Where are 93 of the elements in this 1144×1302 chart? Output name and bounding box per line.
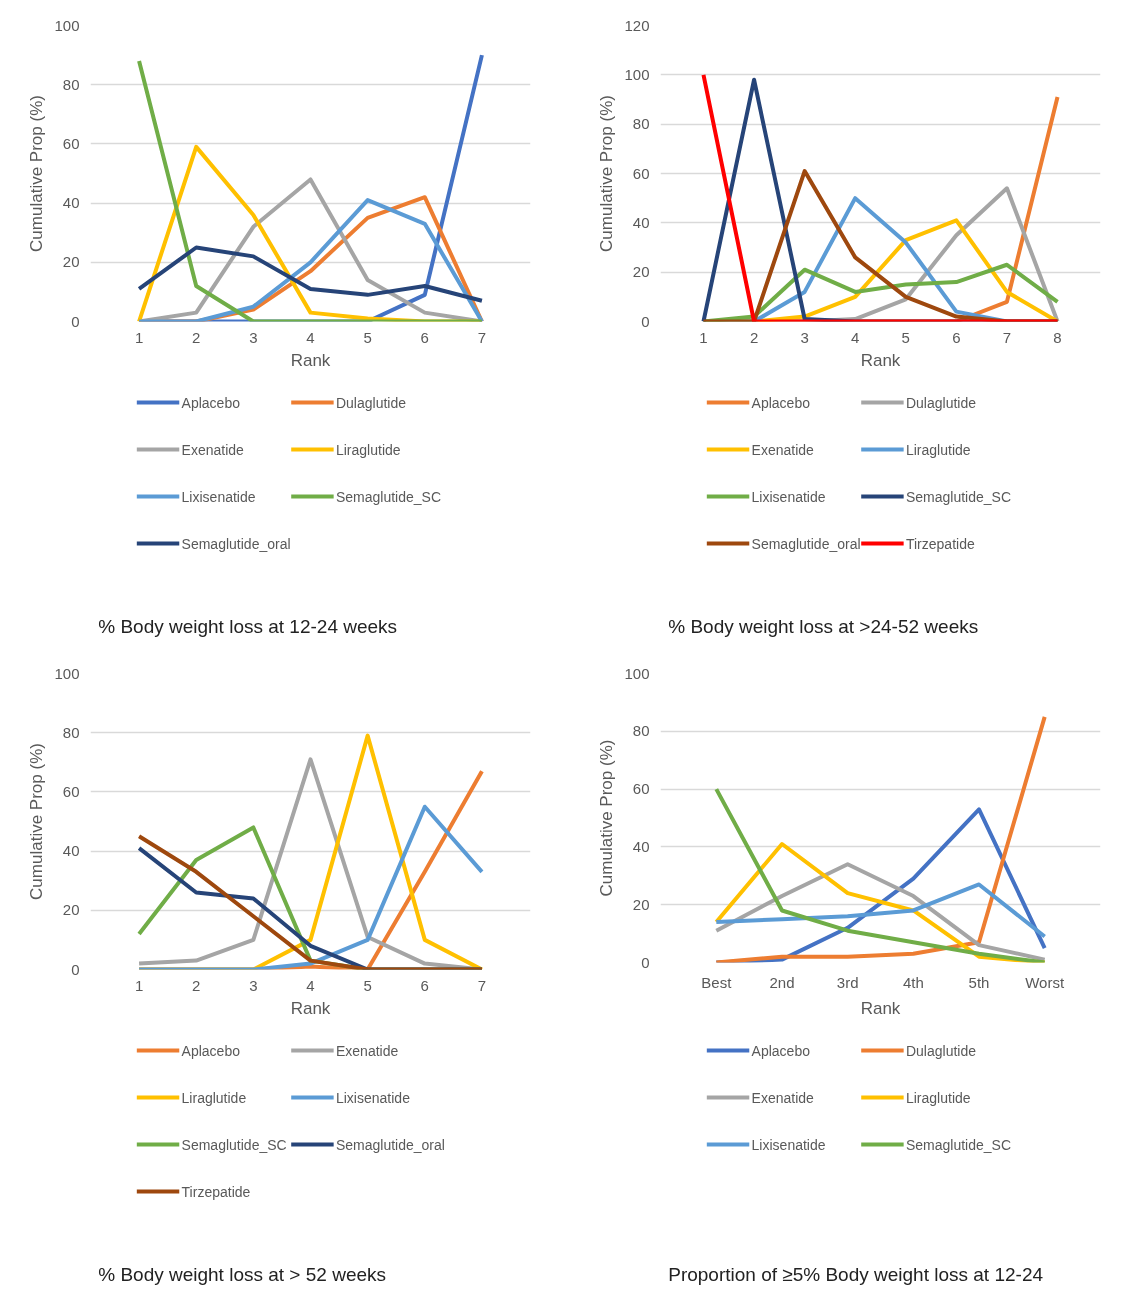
y-tick-label: 40 [632, 213, 650, 231]
legend-label: Exenatide [335, 1042, 399, 1059]
legend-label: Semaglutide_SC [905, 1136, 1012, 1153]
x-axis-title: Rank [860, 998, 901, 1018]
y-axis-title: Cumulative Prop (%) [597, 95, 617, 252]
y-tick-label: 120 [624, 16, 650, 34]
y-axis-title: Cumulative Prop (%) [597, 739, 617, 897]
x-tick-label: 3 [249, 976, 258, 994]
y-tick-label: 40 [62, 842, 80, 860]
legend-label: Liraglutide [905, 441, 971, 458]
legend-label: Exenatide [751, 1089, 815, 1106]
legend-label: Aplacebo [181, 1042, 241, 1059]
y-tick-label: 60 [632, 164, 650, 182]
x-tick-label: 2nd [769, 973, 795, 991]
legend-label: Dulaglutide [905, 1042, 977, 1059]
y-tick-label: 60 [632, 780, 650, 798]
legend-label: Exenatide [181, 441, 245, 458]
legend-label: Dulaglutide [335, 394, 407, 411]
y-tick-label: 100 [624, 65, 650, 83]
y-tick-label: 100 [54, 664, 80, 682]
y-tick-label: 0 [641, 953, 650, 971]
x-tick-label: 8 [1053, 328, 1062, 346]
x-tick-label: 7 [477, 328, 487, 346]
x-axis-title: Rank [290, 350, 331, 370]
legend-label: Dulaglutide [905, 394, 977, 411]
y-tick-label: 80 [62, 75, 80, 93]
y-tick-label: 20 [62, 253, 80, 271]
legend-label: Semaglutide_oral [181, 535, 291, 552]
y-tick-label: 20 [62, 901, 80, 919]
x-tick-label: 2 [192, 328, 201, 346]
y-axis-title: Cumulative Prop (%) [27, 95, 47, 252]
legend-label: Semaglutide_SC [905, 488, 1012, 505]
x-tick-label: 1 [699, 328, 708, 346]
y-tick-label: 0 [641, 312, 650, 330]
x-tick-label: 7 [1002, 328, 1012, 346]
x-tick-label: 1 [134, 976, 144, 994]
x-tick-label: 6 [420, 976, 429, 994]
legend-label: Exenatide [751, 441, 815, 458]
text: % Body weight loss at 12-24 weeks [98, 616, 398, 637]
y-tick-label: 40 [62, 194, 80, 212]
x-tick-label: 4 [306, 328, 315, 346]
legend-label: Lixisenatide [181, 488, 256, 505]
x-tick-label: 5th [968, 973, 990, 991]
x-tick-label: 1 [134, 328, 144, 346]
legend-label: Semaglutide_SC [335, 488, 442, 505]
legend-label: Tirzepatide [905, 535, 975, 552]
y-tick-label: 60 [62, 134, 80, 152]
y-tick-label: 80 [62, 723, 80, 741]
legend-label: Lixisenatide [751, 488, 826, 505]
x-tick-label: 4 [306, 976, 315, 994]
x-tick-label: Worst [1025, 973, 1065, 991]
legend-label: Liraglutide [181, 1089, 247, 1106]
x-tick-label: 6 [952, 328, 961, 346]
x-tick-label: 5 [363, 976, 372, 994]
legend-label: Liraglutide [905, 1089, 971, 1106]
legend-label: Semaglutide_oral [751, 535, 861, 552]
x-tick-label: 3 [249, 328, 258, 346]
x-tick-label: 4 [851, 328, 860, 346]
y-tick-label: 20 [632, 895, 650, 913]
y-tick-label: 0 [71, 960, 80, 978]
legend-label: Aplacebo [751, 1042, 811, 1059]
x-tick-label: Best [701, 973, 733, 991]
y-tick-label: 80 [632, 722, 650, 740]
legend-label: Lixisenatide [751, 1136, 826, 1153]
x-tick-label: 5 [901, 328, 910, 346]
legend-label: Lixisenatide [335, 1089, 411, 1106]
x-tick-label: 6 [420, 328, 429, 346]
x-tick-label: 5 [363, 328, 372, 346]
x-axis-title: Rank [290, 998, 331, 1018]
legend-label: Aplacebo [751, 394, 811, 411]
y-tick-label: 40 [632, 837, 650, 855]
x-tick-label: 3rd [836, 973, 859, 991]
x-tick-label: 7 [477, 976, 487, 994]
text: % Body weight loss at >24-52 weeks [668, 616, 979, 637]
y-tick-label: 100 [624, 664, 650, 682]
legend-label: Semaglutide_SC [181, 1136, 287, 1153]
x-tick-label: 3 [800, 328, 809, 346]
x-axis-title: Rank [860, 350, 901, 370]
y-tick-label: 80 [632, 115, 650, 133]
legend-label: Liraglutide [335, 441, 401, 458]
y-tick-label: 20 [632, 263, 650, 281]
y-tick-label: 0 [71, 312, 80, 330]
x-tick-label: 2 [749, 328, 759, 346]
y-tick-label: 100 [54, 16, 80, 34]
x-tick-label: 4th [902, 973, 924, 991]
text: % Body weight loss at > 52 weeks [98, 1264, 387, 1285]
y-axis-title: Cumulative Prop (%) [27, 743, 47, 900]
y-tick-label: 60 [62, 782, 80, 800]
text: Proportion of ≥5% Body weight loss at 12-24 [668, 1264, 1044, 1285]
x-tick-label: 2 [192, 976, 201, 994]
legend-label: Aplacebo [181, 394, 241, 411]
legend-label: Tirzepatide [181, 1183, 251, 1200]
legend-label: Semaglutide_oral [335, 1136, 445, 1153]
